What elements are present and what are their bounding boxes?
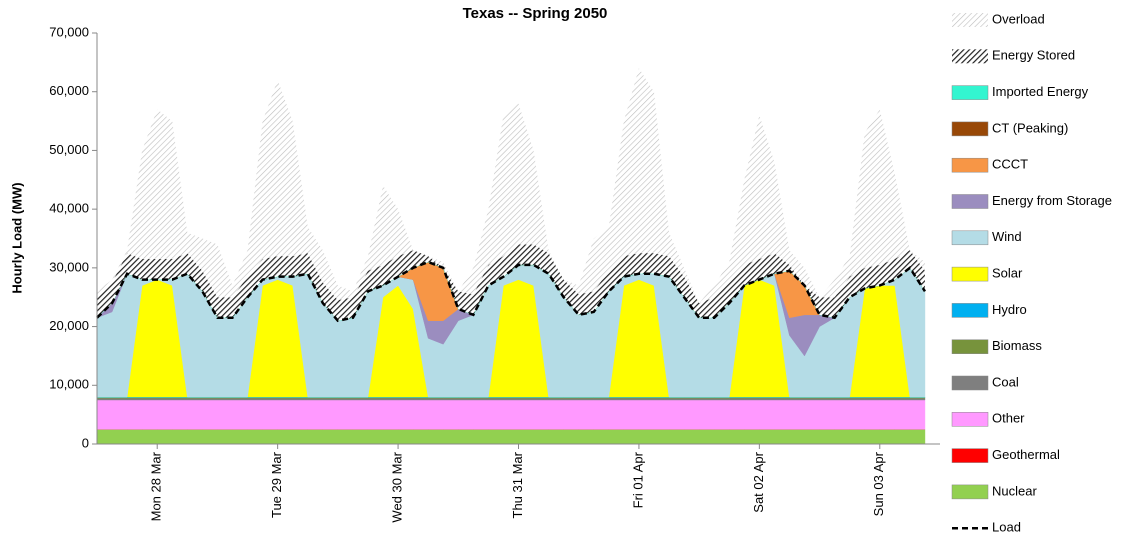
y-tick-label: 10,000 — [49, 377, 89, 392]
legend-label: CCCT — [992, 157, 1028, 172]
legend-swatch — [951, 121, 989, 137]
legend-swatch — [951, 157, 989, 173]
x-tick-label: Sun 03 Apr — [871, 451, 886, 516]
y-tick-label: 50,000 — [49, 142, 89, 157]
legend-label: Load — [992, 520, 1021, 535]
area-1 — [97, 244, 925, 321]
legend-swatch — [951, 484, 989, 500]
y-tick-label: 40,000 — [49, 201, 89, 216]
legend-label: Imported Energy — [992, 84, 1089, 99]
legend-swatch — [951, 339, 989, 354]
y-tick-label: 20,000 — [49, 318, 89, 333]
legend-swatch — [951, 375, 989, 391]
area-0 — [97, 68, 925, 304]
legend-swatch — [951, 266, 989, 282]
legend-swatch — [952, 49, 988, 64]
x-tick-label: Sat 02 Apr — [751, 451, 766, 512]
legend-swatch — [951, 85, 989, 100]
y-tick-label: 60,000 — [49, 83, 89, 98]
y-tick-label: 0 — [82, 435, 89, 450]
legend-label: CT (Peaking) — [992, 120, 1068, 135]
legend-label: Nuclear — [992, 483, 1037, 498]
area-11 — [96, 399, 926, 430]
x-tick-label: Thu 31 Mar — [510, 451, 525, 518]
plot-area — [96, 68, 926, 445]
area-13 — [96, 429, 926, 445]
legend-swatch — [951, 230, 989, 246]
legend-label: Biomass — [992, 338, 1042, 353]
y-axis-label: Hourly Load (MW) — [9, 182, 24, 293]
chart-title: Texas -- Spring 2050 — [463, 5, 608, 22]
legend-swatch — [951, 194, 989, 209]
legend-label: Solar — [992, 266, 1023, 281]
legend-label: Hydro — [992, 302, 1027, 317]
legend-swatch — [952, 13, 988, 27]
y-tick-label: 30,000 — [49, 259, 89, 274]
legend-label: Energy Stored — [992, 48, 1075, 63]
legend-swatch — [951, 448, 989, 463]
legend-label: Wind — [992, 229, 1022, 244]
legend-label: Coal — [992, 374, 1019, 389]
x-tick-label: Wed 30 Mar — [390, 451, 405, 522]
load-line — [96, 260, 927, 323]
legend-swatch — [951, 303, 989, 318]
legend-label: Geothermal — [992, 447, 1060, 462]
legend-label: Other — [992, 411, 1025, 426]
x-tick-label: Mon 28 Mar — [149, 451, 164, 521]
y-tick-label: 70,000 — [49, 24, 89, 39]
area-10 — [96, 397, 926, 401]
x-tick-label: Fri 01 Apr — [630, 451, 645, 508]
legend-swatch — [951, 412, 989, 427]
legend-label: Overload — [992, 11, 1045, 26]
x-tick-label: Tue 29 Mar — [269, 451, 284, 518]
legend: Overload Energy Stored Imported Energy CT (… — [951, 11, 1112, 535]
legend-label: Energy from Storage — [992, 193, 1112, 208]
